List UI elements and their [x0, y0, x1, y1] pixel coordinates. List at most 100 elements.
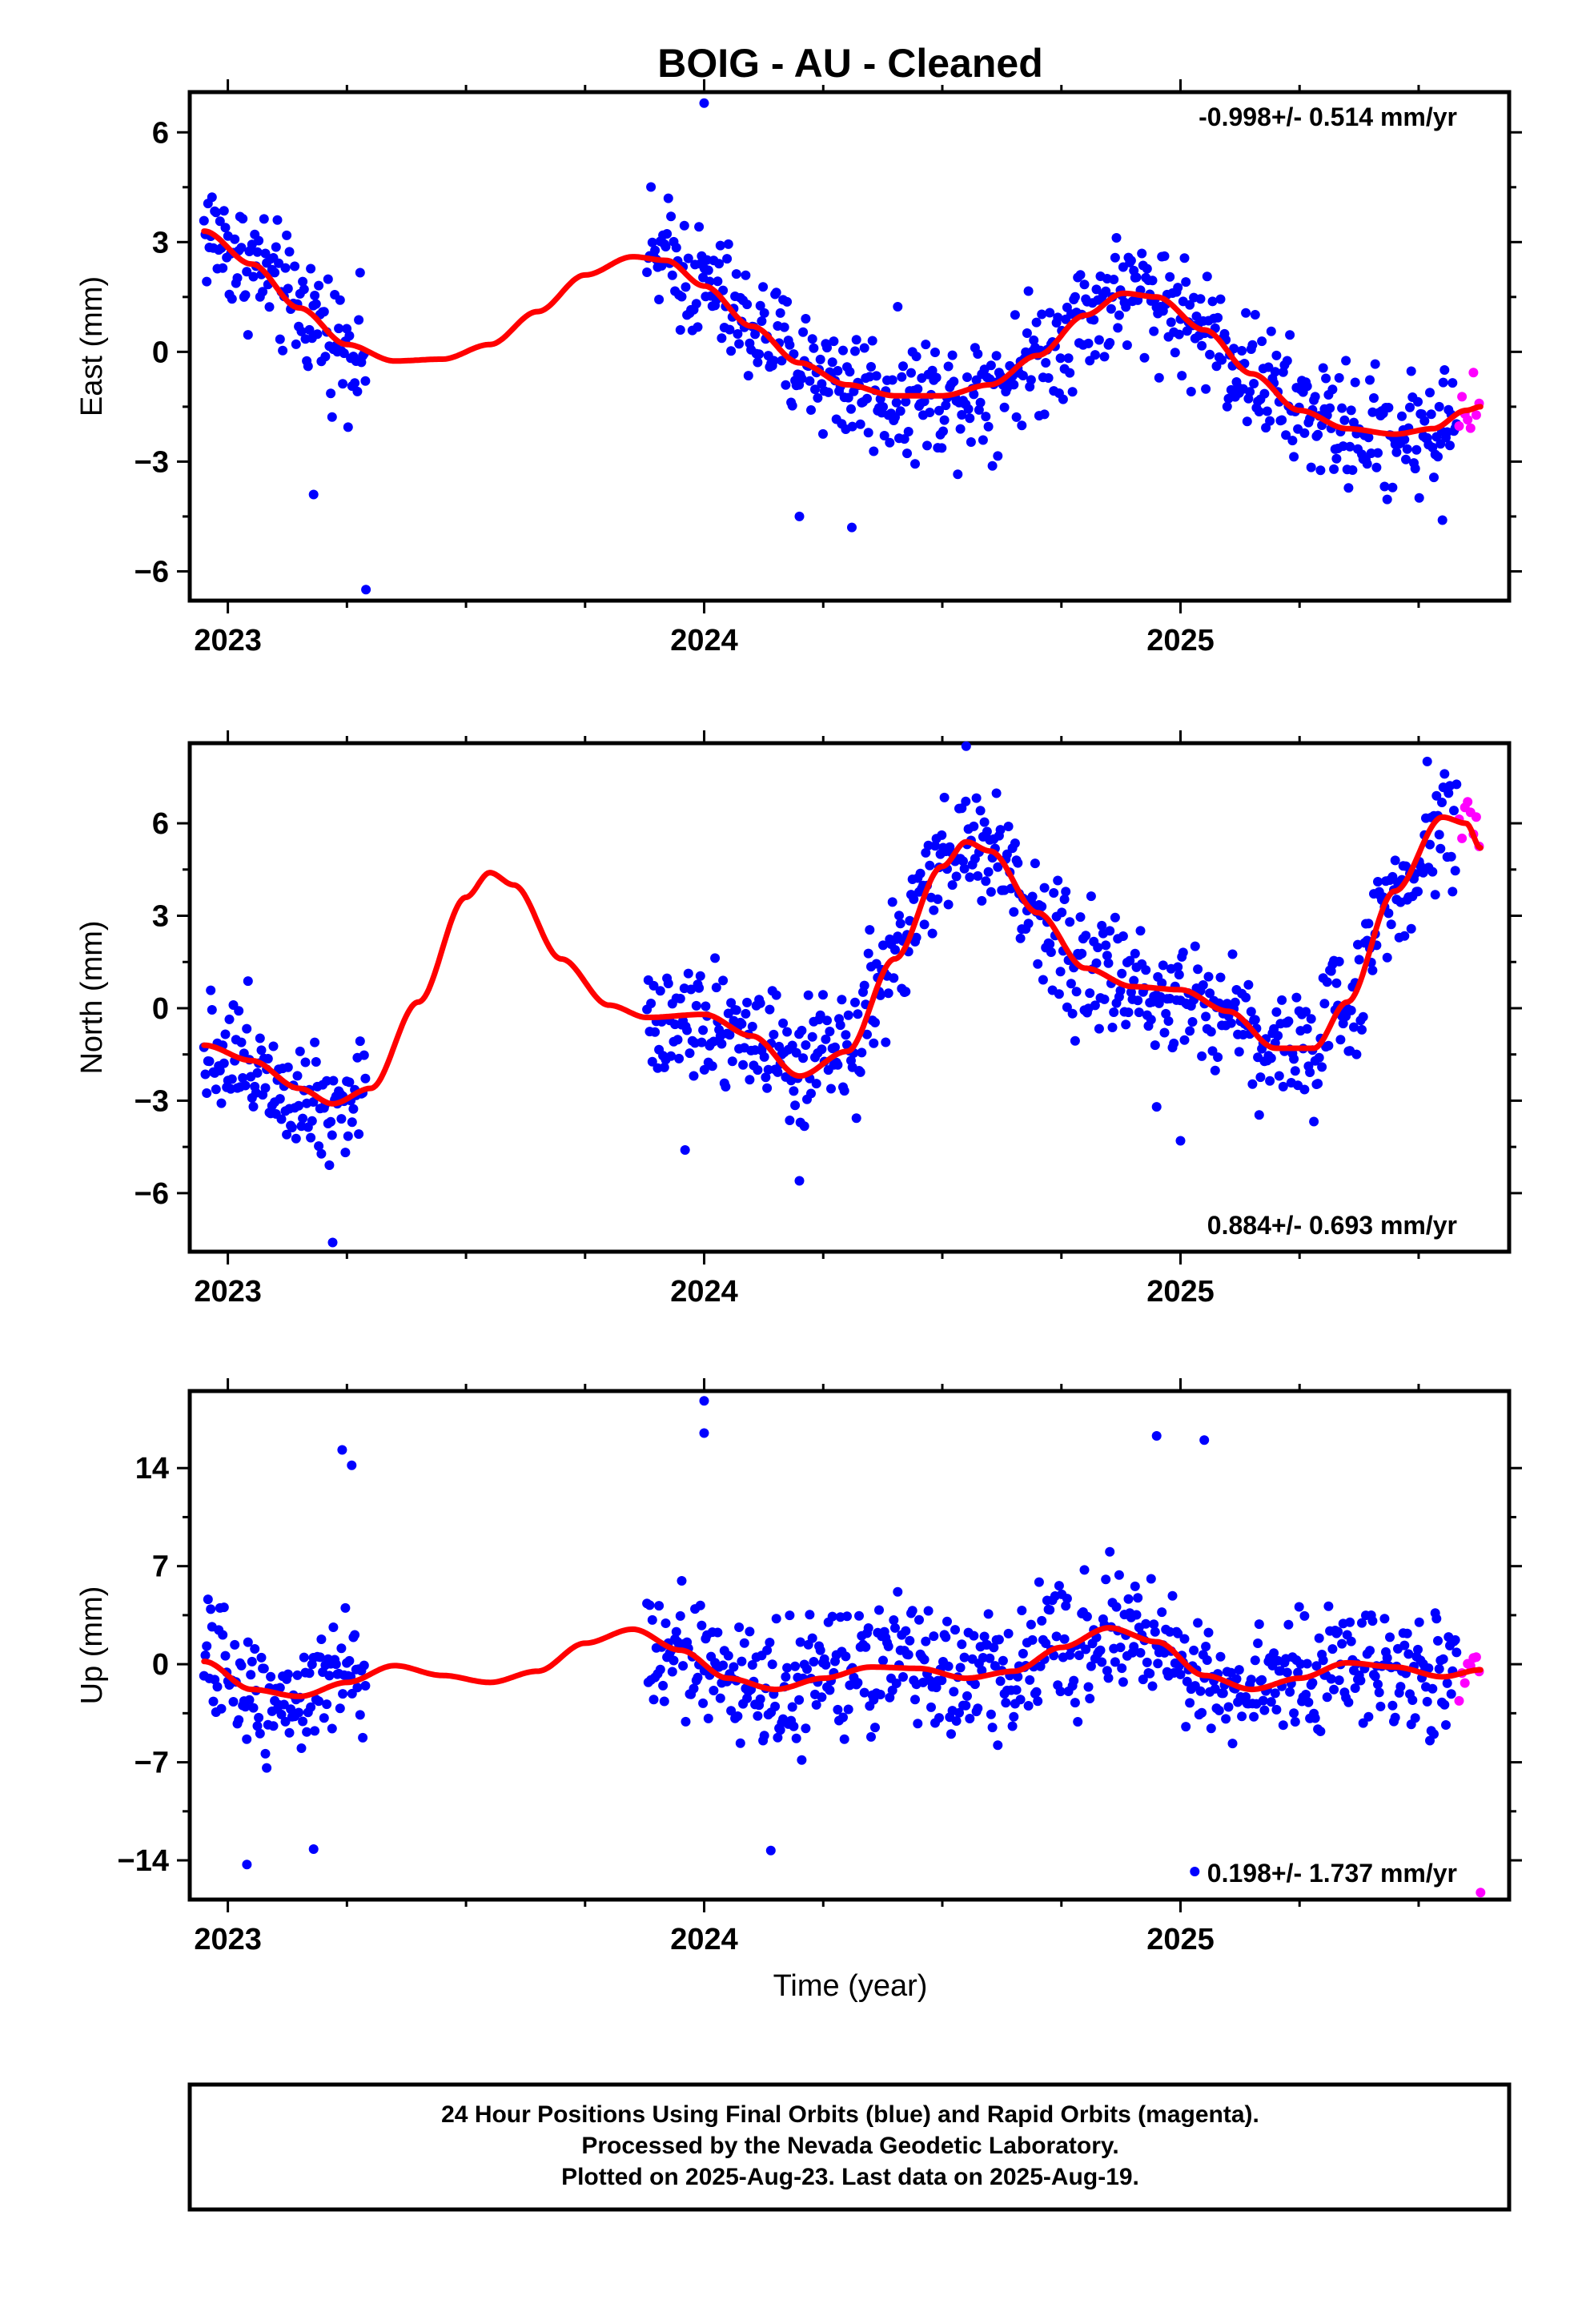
up-final-point: [703, 1713, 713, 1723]
north-final-point: [1134, 1007, 1144, 1018]
up-final-point: [1438, 1654, 1448, 1664]
up-final-point: [998, 1655, 1008, 1666]
north-final-point: [215, 1065, 225, 1076]
north-final-point: [1197, 1051, 1207, 1061]
north-final-point: [207, 1005, 217, 1015]
east-final-point: [1263, 362, 1274, 372]
east-final-point: [937, 443, 947, 453]
north-final-point: [359, 1050, 369, 1060]
north-final-point: [1383, 908, 1394, 919]
up-final-point: [969, 1630, 979, 1641]
east-final-point: [1205, 349, 1215, 360]
east-final-point: [1401, 454, 1411, 464]
up-final-point: [787, 1702, 797, 1712]
east-final-point: [742, 300, 753, 310]
east-final-point: [323, 274, 333, 284]
east-final-point: [248, 271, 259, 282]
north-final-point: [1449, 806, 1459, 816]
east-final-point: [1159, 251, 1170, 261]
east-final-point: [1318, 363, 1328, 373]
up-final-point: [230, 1639, 240, 1650]
up-final-point: [1431, 1614, 1442, 1624]
east-final-point: [829, 336, 839, 347]
north-final-point: [1105, 926, 1115, 936]
up-final-point: [1175, 1669, 1186, 1679]
up-final-point: [954, 1707, 964, 1718]
east-final-point: [801, 314, 811, 324]
up-final-point: [1189, 1645, 1199, 1655]
north-final-point: [263, 1054, 273, 1063]
north-final-point: [683, 968, 693, 979]
east-final-point: [949, 376, 959, 387]
north-final-point: [1435, 843, 1446, 854]
up-final-point: [874, 1605, 884, 1615]
north-final-point: [782, 1027, 793, 1037]
up-final-point: [1323, 1601, 1334, 1611]
north-final-point: [206, 985, 216, 995]
east-final-point: [278, 345, 288, 356]
up-final-point: [286, 1704, 296, 1715]
up-final-point: [669, 1655, 679, 1666]
up-final-point: [937, 1675, 947, 1686]
east-final-point: [867, 336, 877, 346]
north-final-point: [947, 880, 958, 891]
east-final-point: [304, 324, 315, 335]
north-final-point: [995, 825, 1006, 835]
up-final-point: [298, 1716, 308, 1727]
north-final-point: [798, 1053, 809, 1063]
east-final-point: [725, 324, 735, 335]
east-final-point: [1166, 317, 1176, 328]
up-final-point: [360, 1681, 371, 1691]
east-final-point: [275, 334, 285, 344]
up-final-point: [1129, 1642, 1139, 1652]
north-final-point: [887, 897, 897, 907]
up-final-point: [1079, 1565, 1090, 1575]
north-final-point: [1133, 995, 1143, 1006]
up-final-point: [827, 1611, 837, 1622]
north-final-point: [787, 1040, 797, 1051]
east-final-point: [855, 419, 865, 429]
north-final-point: [240, 1080, 251, 1091]
up-x-tick-label: 2024: [670, 1923, 738, 1956]
north-final-point: [1141, 965, 1151, 975]
east-final-point: [1310, 392, 1320, 402]
up-final-point: [1452, 1647, 1462, 1658]
east-final-point: [1075, 270, 1086, 280]
north-final-point: [771, 990, 781, 1000]
north-y-tick-label: 0: [152, 992, 169, 1026]
up-final-point: [322, 1699, 332, 1710]
up-final-point: [1427, 1683, 1438, 1694]
north-final-point: [292, 1071, 303, 1081]
north-final-point: [971, 793, 982, 803]
east-final-point: [805, 376, 815, 386]
up-final-point: [781, 1671, 791, 1682]
up-final-point: [1302, 1659, 1312, 1669]
north-final-point: [698, 1025, 709, 1035]
up-final-point: [1059, 1634, 1070, 1644]
up-final-point: [1278, 1720, 1288, 1731]
up-final-point: [807, 1633, 817, 1643]
up-final-point: [1345, 1617, 1355, 1627]
east-final-point: [306, 263, 316, 274]
north-final-point: [919, 919, 930, 930]
north-final-point: [982, 826, 992, 837]
up-final-point: [1181, 1722, 1191, 1732]
up-final-point: [1429, 1729, 1439, 1739]
east-final-point: [943, 361, 954, 372]
up-final-point: [1041, 1638, 1051, 1648]
north-final-point: [835, 1020, 845, 1031]
north-final-point: [894, 911, 904, 921]
north-final-point: [1123, 1007, 1134, 1018]
east-final-point: [723, 239, 733, 249]
east-final-point: [1139, 352, 1150, 363]
up-final-point: [1061, 1601, 1071, 1611]
north-final-point: [1086, 891, 1096, 902]
east-final-point: [991, 351, 1002, 361]
up-y-tick-label: −14: [118, 1844, 169, 1878]
up-outlier-point: [1199, 1435, 1210, 1445]
east-final-point: [1399, 434, 1410, 444]
north-final-point: [648, 980, 659, 991]
up-final-point: [247, 1656, 257, 1667]
north-final-point: [1386, 919, 1396, 930]
up-final-point: [861, 1642, 871, 1652]
